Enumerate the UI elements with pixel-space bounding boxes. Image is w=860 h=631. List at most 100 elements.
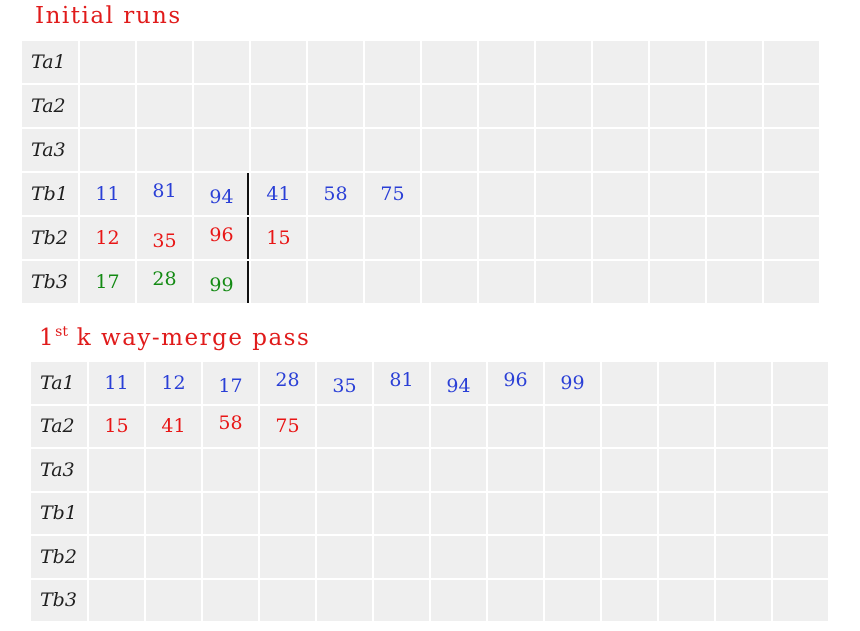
table-cell: 11 (80, 173, 135, 215)
row-label-tb3: Tb3 (22, 261, 78, 303)
table-cell (593, 173, 648, 215)
table-cell: 81 (137, 173, 192, 215)
table-cell (89, 536, 144, 578)
table-cell (374, 536, 429, 578)
run-separator-cell: 96 (194, 217, 249, 259)
table-cell (146, 579, 201, 621)
table-cell (659, 579, 714, 621)
table-cell: 15 (251, 217, 306, 259)
merge-pass-title: 1st k way-merge pass (39, 325, 310, 350)
initial-runs-table: Ta1 Ta2 Ta3 Tb1 11 81 94 41 58 75 Tb2 12 35 96 15 Tb3 17… (22, 41, 819, 303)
table-cell (716, 405, 771, 447)
table-cell (194, 41, 249, 83)
table-cell (764, 173, 819, 215)
table-cell (308, 85, 363, 127)
table-cell (545, 579, 600, 621)
table-cell (593, 217, 648, 259)
table-cell (602, 449, 657, 491)
table-cell (365, 41, 420, 83)
row-label-tb2: Tb2 (22, 217, 78, 259)
table-cell: 99 (545, 362, 600, 404)
table-cell (650, 129, 705, 171)
table-cell: 12 (146, 362, 201, 404)
table-cell (650, 217, 705, 259)
row-label-ta1: Ta1 (31, 362, 87, 404)
table-cell (716, 536, 771, 578)
table-cell (260, 492, 315, 534)
table-cell (545, 536, 600, 578)
table-cell (422, 173, 477, 215)
table-cell (536, 85, 591, 127)
row-label-ta3: Ta3 (31, 449, 87, 491)
table-cell: 58 (308, 173, 363, 215)
table-cell (659, 449, 714, 491)
table-cell (488, 492, 543, 534)
table-cell (593, 85, 648, 127)
table-cell (707, 41, 762, 83)
row-label-ta2: Ta2 (22, 85, 78, 127)
table-cell (716, 362, 771, 404)
table-cell (422, 85, 477, 127)
table-cell (707, 129, 762, 171)
table-cell: 11 (89, 362, 144, 404)
table-cell (317, 405, 372, 447)
row-label-tb1: Tb1 (31, 492, 87, 534)
table-cell (716, 492, 771, 534)
table-cell (773, 405, 828, 447)
table-cell (488, 579, 543, 621)
table-cell (488, 405, 543, 447)
table-cell (251, 129, 306, 171)
table-cell (80, 85, 135, 127)
table-cell (374, 405, 429, 447)
table-cell: 28 (260, 362, 315, 404)
row-label-tb1: Tb1 (22, 173, 78, 215)
table-cell (203, 536, 258, 578)
table-cell (431, 405, 486, 447)
table-cell (716, 449, 771, 491)
table-cell: 35 (137, 217, 192, 259)
table-cell (203, 449, 258, 491)
table-cell (422, 217, 477, 259)
table-cell: 58 (203, 405, 258, 447)
table-cell (479, 173, 534, 215)
table-cell (536, 173, 591, 215)
table-cell: 35 (317, 362, 372, 404)
table-cell (593, 41, 648, 83)
table-cell (251, 41, 306, 83)
table-cell (650, 41, 705, 83)
table-cell (707, 217, 762, 259)
table-cell (422, 41, 477, 83)
table-cell: 41 (251, 173, 306, 215)
table-cell (773, 579, 828, 621)
table-cell (659, 536, 714, 578)
table-cell (146, 536, 201, 578)
table-cell (479, 217, 534, 259)
table-cell (365, 217, 420, 259)
table-cell (365, 85, 420, 127)
table-cell: 15 (89, 405, 144, 447)
run-separator-cell: 94 (194, 173, 249, 215)
table-cell (650, 85, 705, 127)
table-cell (479, 129, 534, 171)
merge-pass-text: k way-merge pass (67, 325, 311, 351)
table-cell (764, 41, 819, 83)
table-cell (365, 261, 420, 303)
table-cell (602, 579, 657, 621)
table-cell (146, 492, 201, 534)
table-cell (308, 129, 363, 171)
table-cell (308, 41, 363, 83)
table-cell: 75 (365, 173, 420, 215)
table-cell: 96 (488, 362, 543, 404)
table-cell (89, 449, 144, 491)
row-label-ta1: Ta1 (22, 41, 78, 83)
table-cell (80, 129, 135, 171)
table-cell (251, 261, 306, 303)
run-separator-cell: 99 (194, 261, 249, 303)
row-label-tb3: Tb3 (31, 579, 87, 621)
table-cell (137, 85, 192, 127)
table-cell (422, 129, 477, 171)
table-cell (80, 41, 135, 83)
table-cell (431, 579, 486, 621)
table-cell (317, 492, 372, 534)
table-cell (659, 492, 714, 534)
